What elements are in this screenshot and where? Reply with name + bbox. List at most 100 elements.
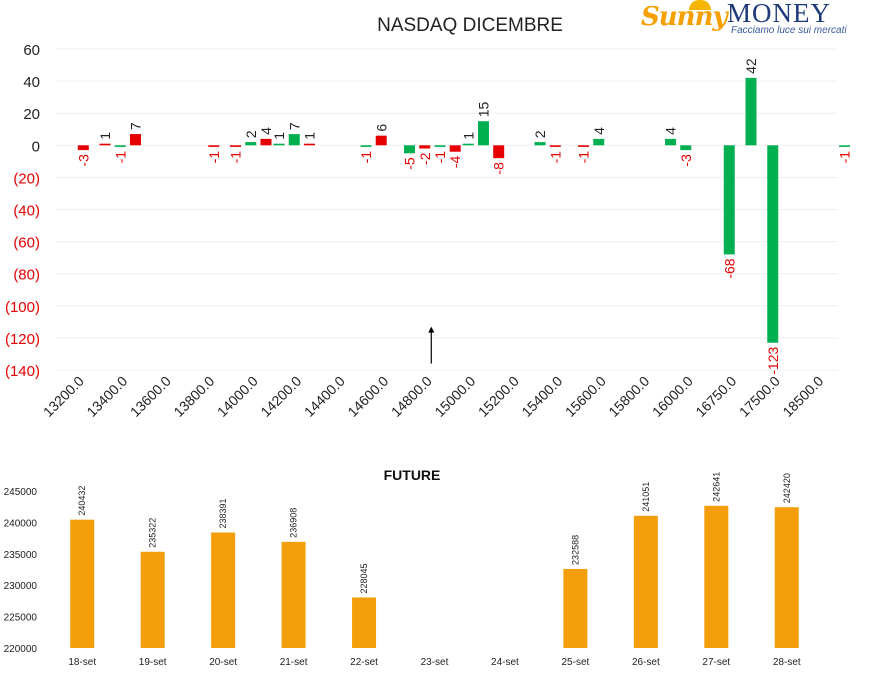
x-tick-label: 14800.0 — [388, 373, 435, 420]
bar — [352, 597, 377, 648]
data-label: 242641 — [711, 472, 721, 502]
x-tick-label: 19-set — [139, 657, 167, 668]
bar — [493, 145, 505, 159]
data-label: -3 — [678, 154, 694, 167]
data-label: 232588 — [570, 535, 580, 565]
data-label: 241051 — [641, 482, 651, 512]
data-label: -68 — [721, 258, 737, 278]
data-label: 1 — [271, 132, 287, 140]
bar — [273, 143, 285, 146]
data-label: 15 — [475, 101, 491, 117]
y-tick-label: 60 — [23, 42, 40, 59]
bar — [230, 145, 242, 147]
y-tick-label: 230000 — [4, 581, 38, 592]
data-label: 238391 — [218, 498, 228, 528]
y-tick-label: 40 — [23, 74, 40, 91]
bar — [563, 568, 588, 648]
bar — [578, 145, 590, 147]
bar — [77, 145, 89, 151]
x-tick-label: 15400.0 — [518, 373, 565, 420]
data-label: 4 — [258, 127, 274, 135]
x-tick-label: 13800.0 — [170, 373, 217, 420]
y-tick-label: (120) — [5, 331, 40, 348]
logo-brand-sunny: Sunny — [641, 2, 728, 32]
x-tick-label: 17500.0 — [736, 373, 783, 420]
y-tick-label: 240000 — [4, 518, 38, 529]
y-tick-label: (80) — [13, 267, 40, 284]
x-tick-label: 23-set — [421, 657, 449, 668]
data-label: -1 — [112, 151, 128, 164]
x-tick-label: 28-set — [773, 657, 801, 668]
data-label: 240432 — [77, 486, 87, 516]
x-tick-label: 15000.0 — [431, 373, 478, 420]
bar — [70, 519, 95, 648]
bar — [375, 135, 387, 146]
y-tick-label: 235000 — [4, 550, 38, 561]
bar — [680, 145, 692, 151]
x-tick-label: 20-set — [209, 657, 237, 668]
data-label: 7 — [286, 122, 302, 130]
data-label: -1 — [358, 151, 374, 164]
bar — [767, 145, 779, 343]
bar — [534, 142, 546, 146]
sun-icon — [689, 0, 711, 10]
x-tick-label: 24-set — [491, 657, 519, 668]
bar — [593, 138, 605, 146]
bars — [70, 505, 799, 648]
x-tick-label: 16750.0 — [692, 373, 739, 420]
data-label: 236908 — [289, 508, 299, 538]
bar — [723, 145, 735, 255]
arrow-head — [428, 326, 435, 333]
y-axis: 60 40 20 0 (20) (40) (60) (80) (100) (120) (140) — [5, 42, 40, 380]
future-chart: FUTURE 245000 240000 235000 230000 225000 220… — [4, 467, 801, 668]
bar — [208, 145, 220, 147]
data-label: 2 — [243, 130, 259, 138]
bar — [774, 507, 799, 648]
data-label: -8 — [491, 162, 507, 175]
bar — [129, 134, 141, 146]
x-tick-label: 27-set — [702, 657, 730, 668]
bars — [77, 77, 851, 343]
bar — [404, 145, 416, 154]
chart-title: FUTURE — [384, 467, 441, 483]
x-tick-label: 16000.0 — [649, 373, 696, 420]
x-tick-label: 26-set — [632, 657, 660, 668]
bar — [114, 145, 126, 147]
bar — [633, 515, 658, 648]
y-tick-label: 20 — [23, 106, 40, 123]
x-tick-label: 14400.0 — [301, 373, 348, 420]
bar — [462, 143, 474, 146]
data-label: 1 — [301, 132, 317, 140]
x-tick-label: 22-set — [350, 657, 378, 668]
data-label: 42 — [743, 58, 759, 74]
data-label: -123 — [765, 347, 781, 375]
x-tick-label: 15200.0 — [475, 373, 522, 420]
y-axis: 245000 240000 235000 230000 225000 220000 — [4, 487, 38, 655]
data-label: -1 — [432, 151, 448, 164]
y-tick-label: (140) — [5, 363, 40, 380]
sunny-money-logo: Sunny MONEY Facciamo luce sui mercati — [641, 0, 871, 38]
data-label: -1 — [837, 151, 853, 164]
nasdaq-chart: NASDAQ DICEMBRE 60 40 20 0 (20) (40) (60) (80) (… — [5, 15, 853, 420]
x-tick-label: 18-set — [68, 657, 96, 668]
bar — [140, 551, 165, 648]
bar — [288, 134, 300, 146]
bar — [745, 77, 757, 146]
x-tick-label: 15600.0 — [562, 373, 609, 420]
y-tick-label: (40) — [13, 203, 40, 220]
x-tick-label: 14600.0 — [344, 373, 391, 420]
data-label: 1 — [460, 132, 476, 140]
data-label: -3 — [75, 154, 91, 167]
data-label: 4 — [663, 127, 679, 135]
data-label: -2 — [417, 152, 433, 165]
x-tick-label: 25-set — [562, 657, 590, 668]
x-tick-label: 18500.0 — [779, 373, 826, 420]
bar — [245, 142, 257, 146]
bar — [704, 505, 729, 648]
bar — [477, 121, 489, 146]
bar — [549, 145, 561, 147]
logo-tagline: Facciamo luce sui mercati — [731, 25, 847, 36]
data-label: -1 — [206, 151, 222, 164]
x-tick-label: 13600.0 — [127, 373, 174, 420]
data-label: 2 — [532, 130, 548, 138]
